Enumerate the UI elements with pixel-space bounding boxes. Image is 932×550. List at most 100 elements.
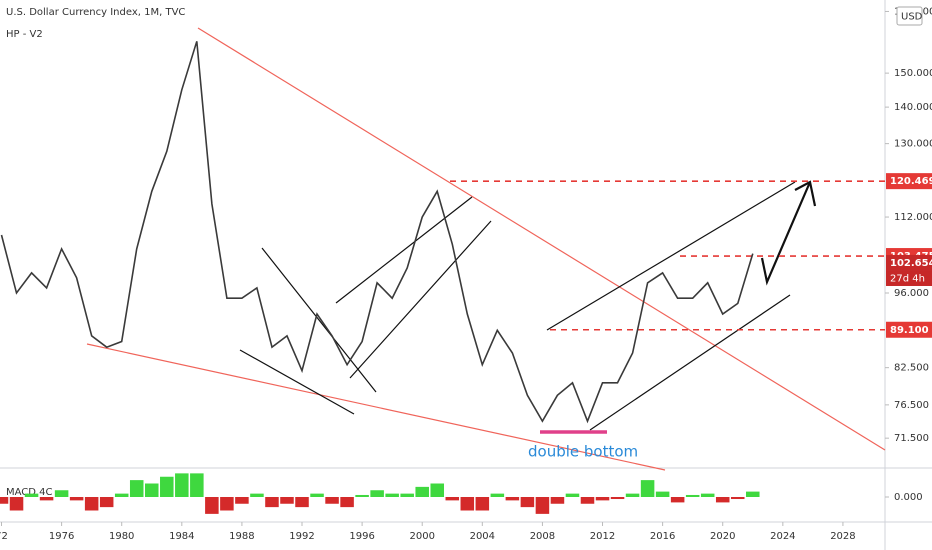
trend-line [349,220,492,379]
y-tick-label: 112.000 [894,212,932,223]
y-tick-label: 130.000 [894,139,932,150]
x-tick-label: 1992 [289,531,314,542]
level-label: 89.100 [890,325,929,336]
macd-bar [655,491,670,497]
x-tick-label: 2004 [470,531,495,542]
macd-bar [505,497,520,501]
macd-bar [69,497,84,501]
macd-bar [400,493,414,497]
macd-bar [144,483,159,497]
macd-bar [295,497,309,508]
macd-bar [415,486,429,497]
macd-bar [685,494,700,497]
macd-bar [715,497,730,503]
x-tick-label: 2028 [830,531,855,542]
currency: USD [901,12,923,23]
macd-bar [370,490,384,497]
macd-title: MACD 4C [6,487,53,498]
level-label: 102.654 [890,258,932,269]
macd-bar [610,497,625,500]
y-tick-label: 96.000 [894,288,929,299]
macd-bar [310,493,324,497]
y-tick-label: 76.500 [894,400,929,411]
macd-bar [490,493,505,497]
macd-bar [250,493,264,497]
trend-line [589,294,791,431]
x-tick-label: 2012 [590,531,615,542]
macd-bar [280,497,294,504]
macd-bar [220,497,234,511]
macd-bar [39,497,54,501]
currency-box [896,6,923,26]
macd-bar [0,497,9,504]
x-tick-label: 1996 [349,531,374,542]
macd-bar [580,497,595,504]
x-tick-label: 1976 [49,531,74,542]
y-tick-label: 140.000 [894,102,932,113]
level-label-box [886,321,932,338]
annotation: double bottom [528,443,638,461]
macd-bar [520,497,535,508]
macd-bar [205,497,219,514]
macd-bar [84,497,99,511]
trend-line [86,343,666,471]
level-label-box [886,254,932,271]
macd-bar [430,483,445,497]
x-tick-label: 2008 [530,531,555,542]
countdown-box [886,270,932,286]
macd-bar [730,497,745,500]
macd-bar [54,490,69,497]
macd-bar [670,497,685,503]
macd-bar [9,497,24,511]
macd-bar [190,473,204,497]
macd-bar [550,497,565,504]
macd-bar [160,476,174,497]
arrow [760,181,812,286]
macd-bar [340,497,354,508]
x-tick-label: 2024 [770,531,795,542]
macd-bar [325,497,339,504]
macd-bar [24,493,39,497]
macd-bar [129,480,144,497]
x-tick-label: 1984 [169,531,194,542]
macd-bar [355,494,369,497]
macd-bar [595,497,610,501]
macd-bar [535,497,550,514]
x-tick-label: 1988 [229,531,254,542]
trend-line [546,181,796,331]
macd-bar [625,493,640,497]
x-tick-label: 72 [0,531,8,542]
y-tick-label: 150.000 [894,68,932,79]
macd-bar [175,473,189,497]
macd-bar [445,497,460,501]
macd-bar [460,497,475,511]
x-tick-label: 1980 [109,531,134,542]
arrow-head [794,180,817,207]
macd-bar [385,493,399,497]
macd-bar [114,493,129,497]
x-tick-label: 2000 [409,531,434,542]
chart-title: U.S. Dollar Currency Index, 1M, TVC [6,7,185,18]
x-tick-label: 2020 [710,531,735,542]
macd-bar [746,491,760,497]
x-tick-label: 2016 [650,531,675,542]
indicator-name: HP - V2 [6,29,43,40]
macd-bar [235,497,249,504]
trend-line [335,196,473,304]
trend-line [197,27,886,451]
y-tick-label: 71.500 [894,433,929,444]
macd-bar [475,497,490,511]
y-tick-label: 0.000 [894,492,923,503]
macd-bar [700,493,715,497]
price-line [0,41,754,424]
macd-bar [640,480,655,497]
level-label: 120.469 [890,176,932,187]
macd-bar [265,497,279,508]
trend-line [239,349,355,415]
trend-line [261,247,377,393]
macd-bar [565,493,580,497]
level-label-box [886,173,932,190]
y-tick-label: 82.500 [894,363,929,374]
countdown: 27d 4h [890,273,925,284]
